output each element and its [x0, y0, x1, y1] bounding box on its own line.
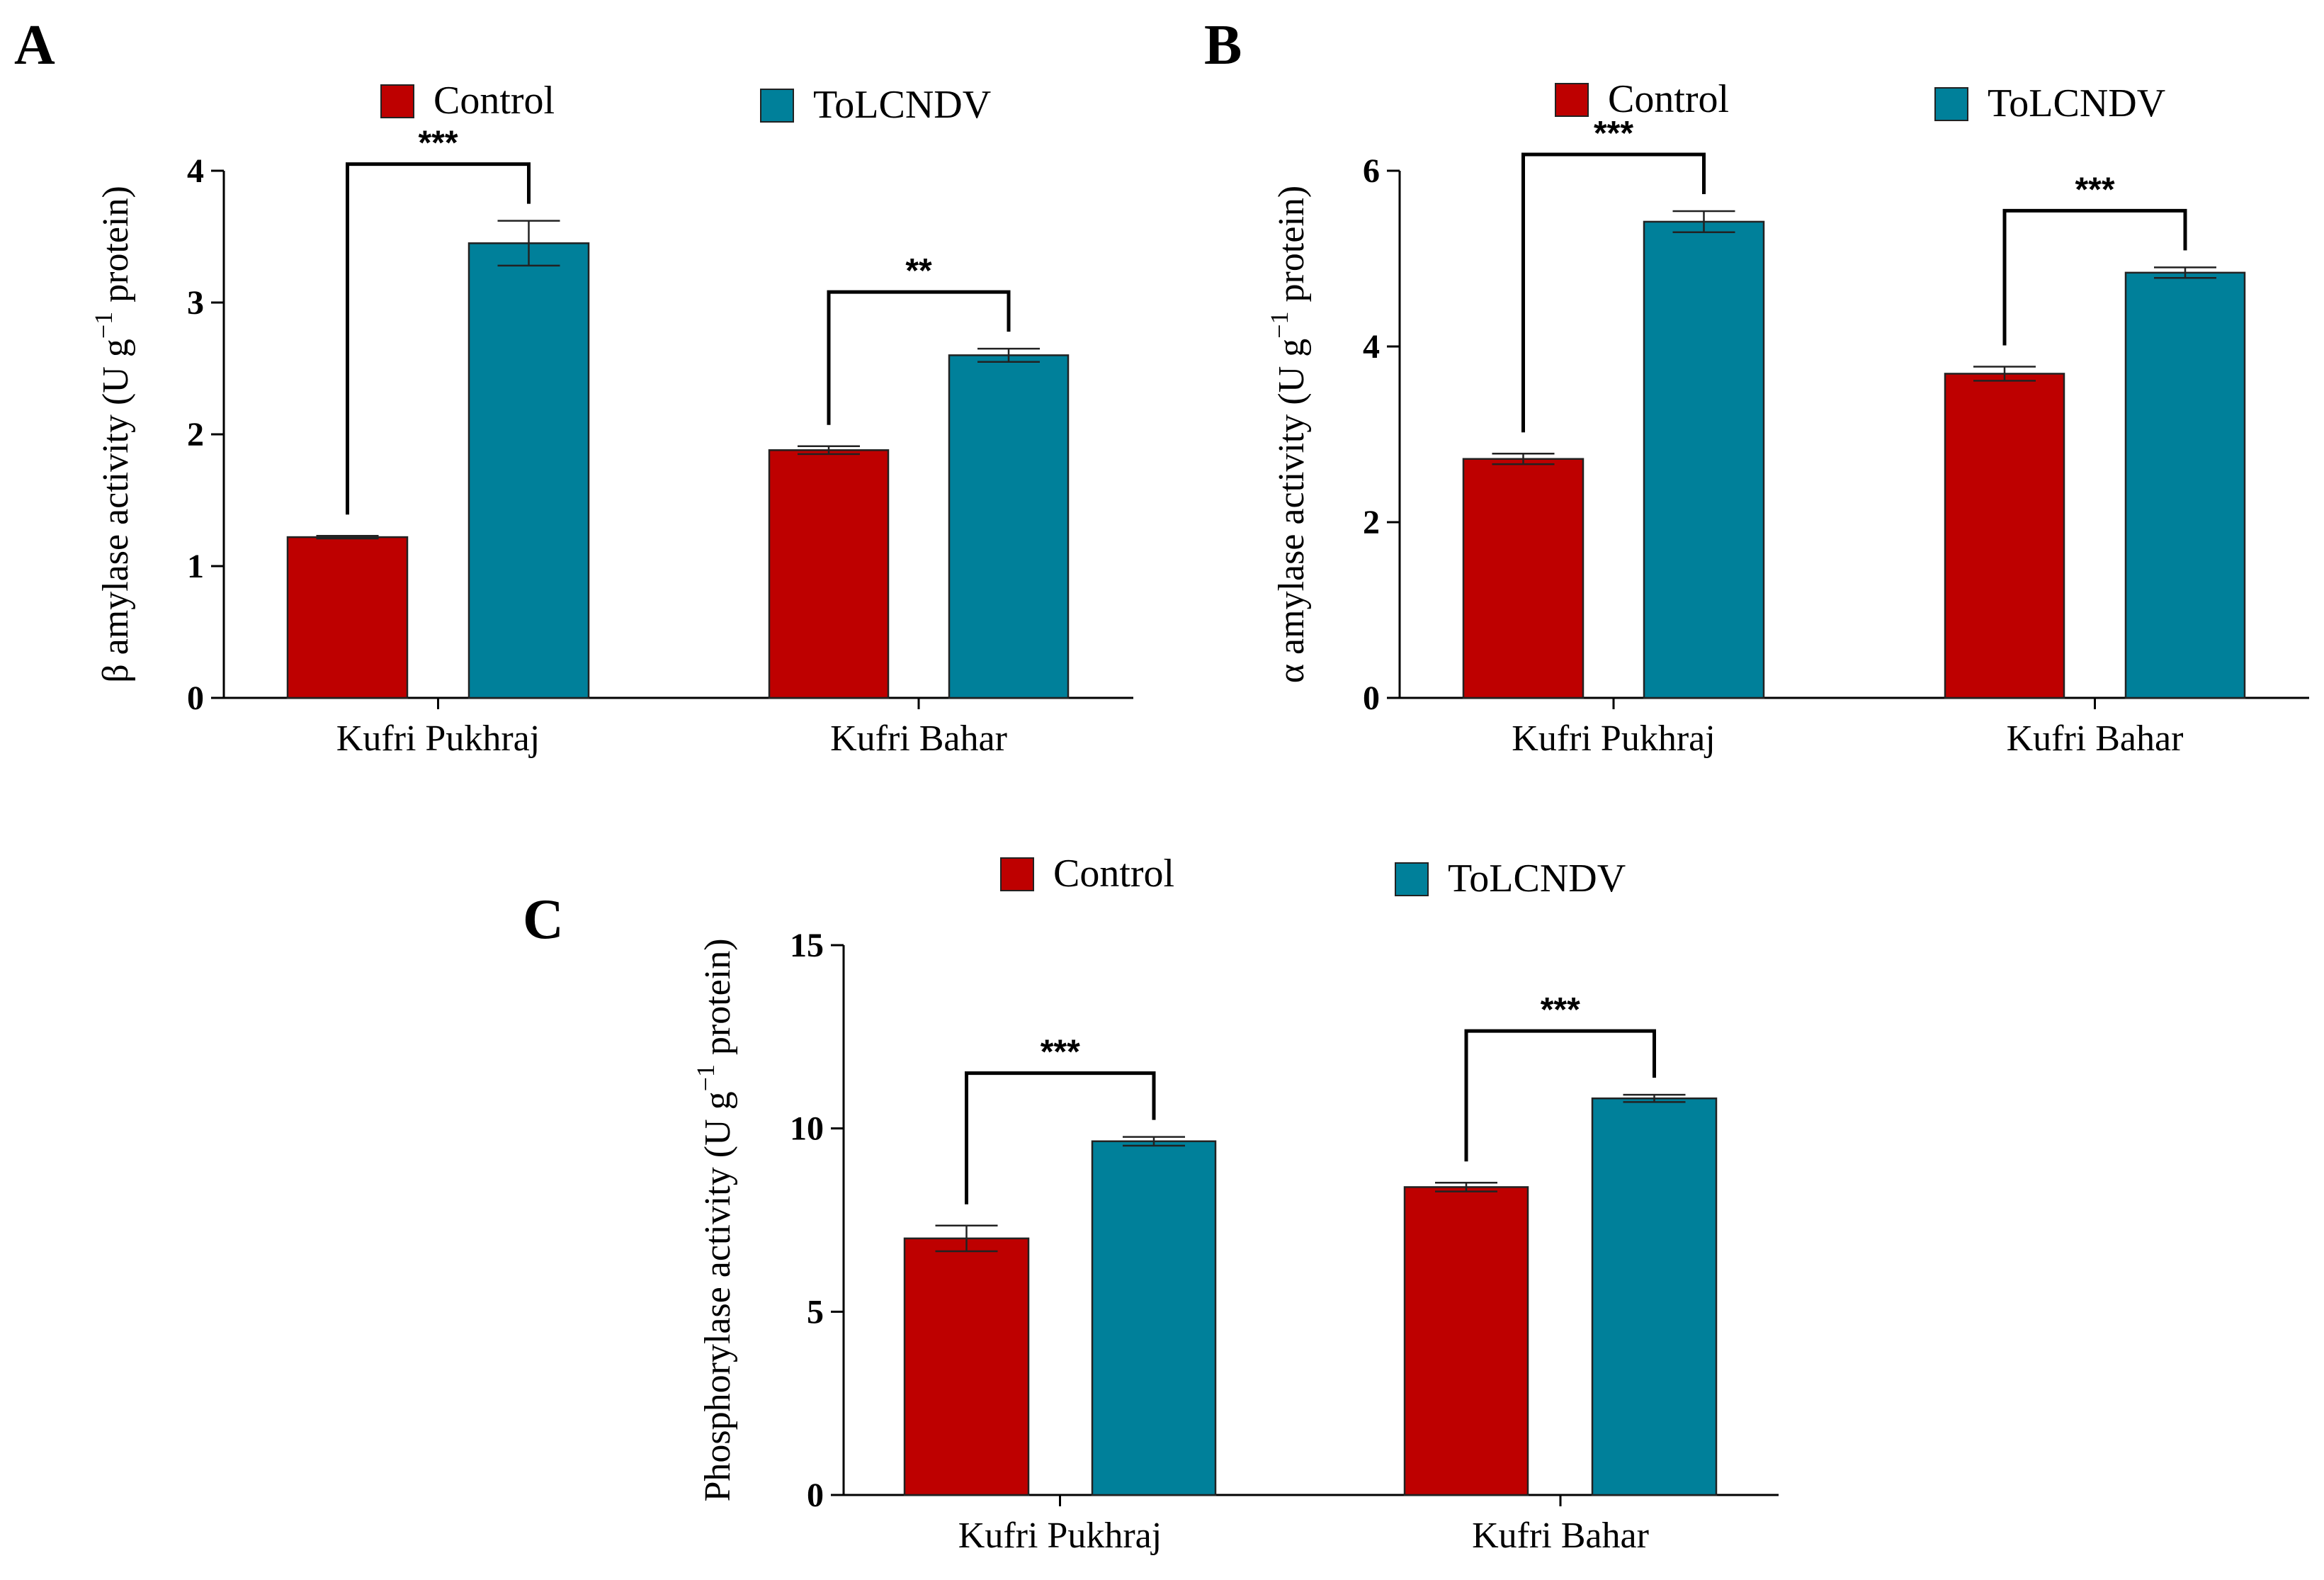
legend-swatch-control	[1555, 83, 1589, 117]
panel-letter: A	[14, 14, 55, 77]
panel-letter: B	[1204, 14, 1242, 77]
bar-tolcndv	[2124, 271, 2246, 699]
significance-marker: ***	[2075, 171, 2114, 208]
y-axis-label-superscript: −1	[1265, 311, 1293, 338]
category-label: Kufri Bahar	[1472, 1516, 1649, 1556]
legend-label-tolcndv: ToLCNDV	[1988, 81, 2165, 125]
category-label: Kufri Bahar	[2007, 718, 2184, 759]
bar-control	[903, 1237, 1030, 1496]
bar-control	[1944, 373, 2065, 699]
bar-control	[768, 449, 890, 699]
y-axis-label-main: β amylase activity (U g	[96, 339, 136, 683]
y-axis-label-main: α amylase activity (U g	[1271, 339, 1312, 683]
y-tick-label: 3	[187, 284, 204, 322]
bar-tolcndv	[1643, 220, 1765, 699]
legend-swatch-tolcndv	[760, 89, 794, 123]
y-tick-label: 4	[187, 152, 204, 190]
category-label: Kufri Pukhraj	[958, 1516, 1162, 1556]
significance-marker: ***	[1594, 115, 1633, 152]
y-axis-label-unit: protein)	[1271, 186, 1312, 312]
y-axis-label-superscript: −1	[89, 312, 118, 339]
bar-control	[1462, 458, 1585, 699]
y-axis-label: α amylase activity (U g−1 protein)	[1265, 186, 1312, 683]
y-tick-label: 15	[790, 927, 824, 964]
significance-bracket	[2002, 208, 2187, 346]
significance-marker: ***	[418, 125, 458, 162]
panel-A: A Control ToLCNDV 0 1 2 3 4 Kufri Pukhraj Kufri B…	[14, 14, 1133, 759]
legend-swatch-tolcndv	[1934, 87, 1968, 121]
category-label: Kufri Pukhraj	[1512, 718, 1715, 759]
y-tick-label: 0	[807, 1477, 824, 1514]
bar-tolcndv	[1091, 1140, 1217, 1496]
panel-C: C Control ToLCNDV 0 5 10 15 Kufri Pukhraj Kufri …	[523, 852, 1779, 1556]
bar-tolcndv	[1591, 1097, 1718, 1496]
legend-label-control: Control	[1053, 852, 1174, 896]
y-axis-label-unit: protein)	[96, 186, 136, 312]
y-tick-label: 6	[1363, 152, 1380, 190]
significance-marker: ***	[1541, 991, 1580, 1029]
y-tick-label: 4	[1363, 328, 1380, 366]
significance-bracket	[346, 162, 531, 515]
significance-bracket	[827, 290, 1011, 425]
category-label: Kufri Pukhraj	[336, 718, 540, 759]
significance-bracket	[1521, 152, 1706, 433]
y-axis-label-superscript: −1	[691, 1064, 720, 1091]
category-label: Kufri Bahar	[830, 718, 1007, 759]
significance-bracket	[965, 1071, 1156, 1204]
y-axis-label-main: Phosphorylase activity (U g	[698, 1091, 738, 1501]
y-axis-label: Phosphorylase activity (U g−1 protein)	[691, 938, 738, 1501]
y-tick-label: 2	[1363, 504, 1380, 541]
bar-control	[286, 536, 409, 699]
y-tick-label: 5	[807, 1293, 824, 1331]
legend-label-control: Control	[1608, 77, 1729, 121]
legend-swatch-control	[1000, 857, 1034, 891]
legend-swatch-control	[380, 84, 414, 118]
legend-label-control: Control	[433, 79, 555, 123]
bar-tolcndv	[467, 242, 590, 699]
legend-label-tolcndv: ToLCNDV	[813, 83, 991, 127]
y-tick-label: 10	[790, 1110, 824, 1148]
bar-control	[1403, 1186, 1529, 1496]
panel-B: B Control ToLCNDV 0 2 4 6 Kufri Pukhraj Kufri Ba…	[1204, 14, 2309, 759]
panel-letter: C	[523, 888, 564, 951]
significance-bracket	[1464, 1029, 1656, 1162]
y-tick-label: 1	[187, 548, 204, 585]
y-axis-label-unit: protein)	[698, 938, 738, 1064]
y-tick-label: 0	[187, 679, 204, 717]
legend-label-tolcndv: ToLCNDV	[1448, 857, 1626, 901]
significance-marker: **	[905, 252, 932, 290]
y-tick-label: 0	[1363, 679, 1380, 717]
bar-tolcndv	[948, 354, 1070, 699]
y-axis-label: β amylase activity (U g−1 protein)	[89, 186, 136, 683]
y-tick-label: 2	[187, 416, 204, 453]
significance-marker: ***	[1041, 1034, 1080, 1071]
legend-swatch-tolcndv	[1395, 862, 1429, 896]
